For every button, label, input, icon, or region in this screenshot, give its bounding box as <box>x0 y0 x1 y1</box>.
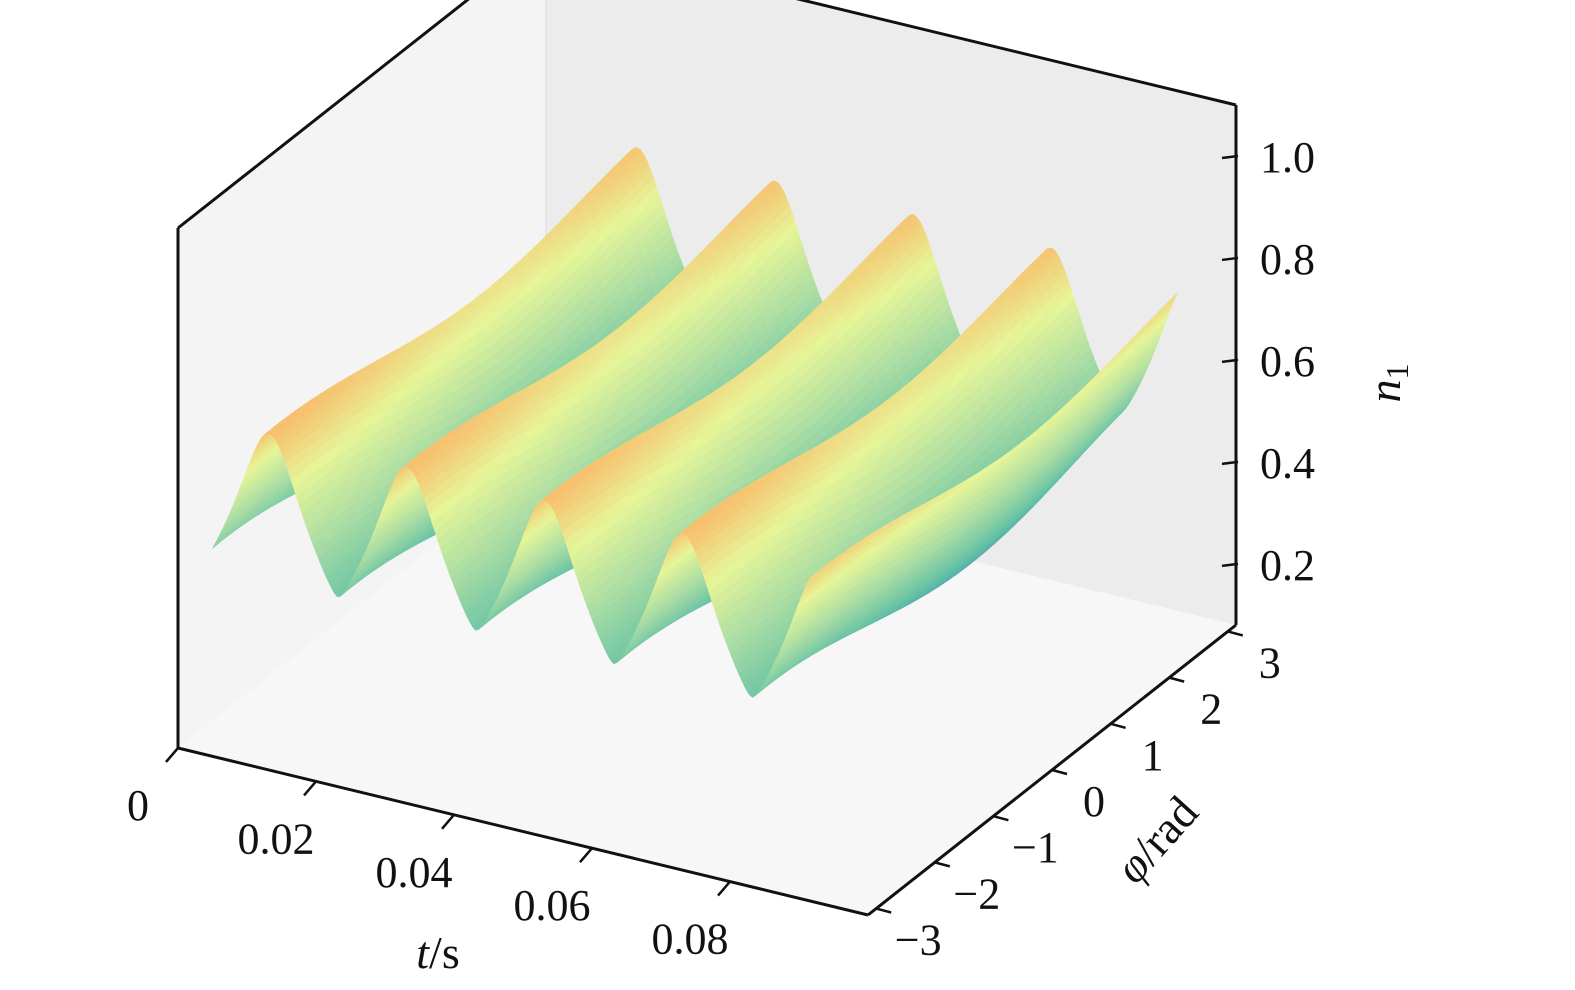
surface-plot <box>212 147 1178 698</box>
floor-pane <box>178 458 1236 915</box>
